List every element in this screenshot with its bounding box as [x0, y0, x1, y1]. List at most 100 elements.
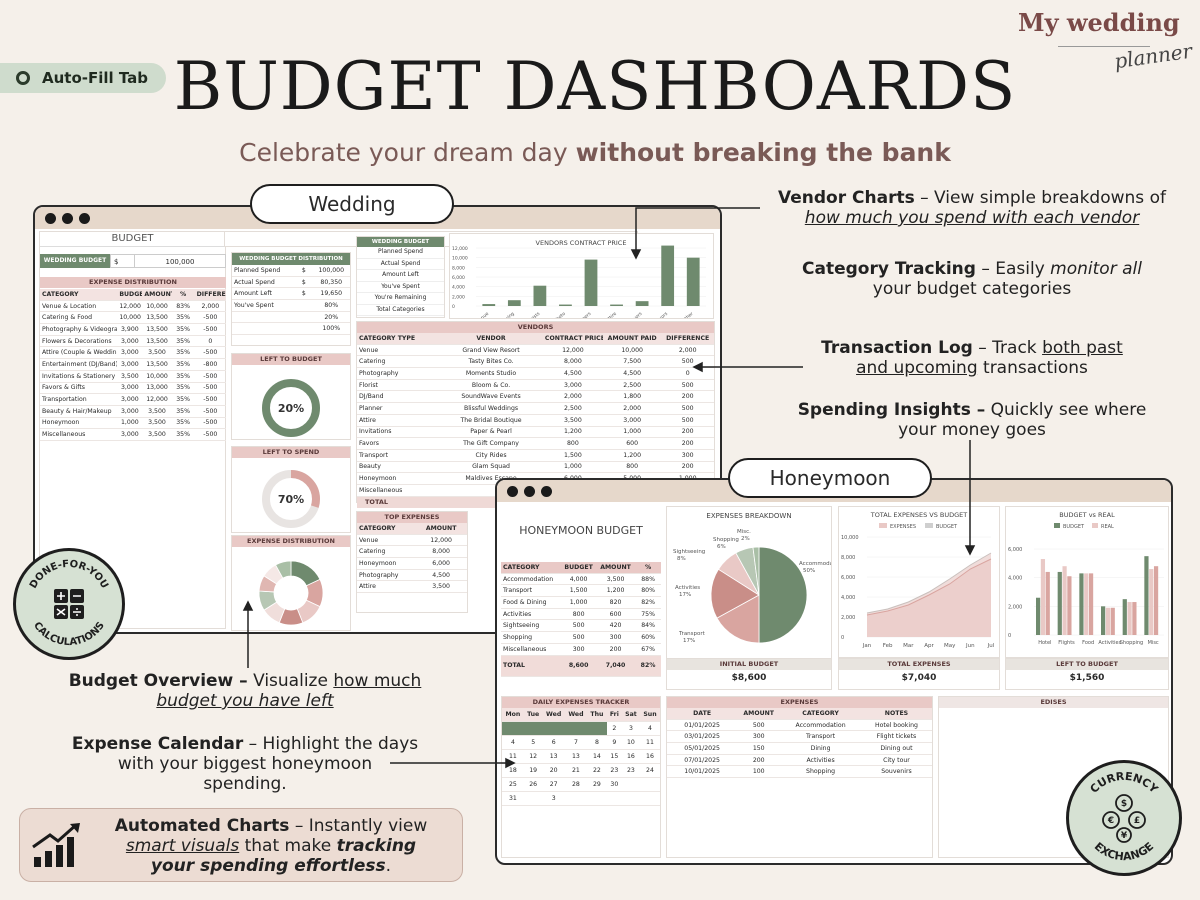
table-cell: Tasty Bites Co.	[439, 355, 543, 369]
x-tick-label: Apr	[924, 643, 934, 649]
pie-pct: 2%	[741, 536, 750, 542]
table-cell[interactable]: Sat	[621, 708, 640, 722]
table-cell[interactable]: 7	[564, 735, 588, 750]
table-cell: $	[295, 265, 313, 277]
table-cell[interactable]: Fri	[606, 708, 622, 722]
summary-item: Actual Spend	[357, 259, 444, 270]
table-row: 4 5 6 7 8 9 10 11	[502, 735, 660, 750]
table-cell[interactable]: 6	[542, 735, 565, 750]
table-cell[interactable]: Thu	[587, 708, 607, 722]
table-cell: 800	[542, 437, 603, 450]
table-cell[interactable]	[587, 791, 607, 806]
table-cell[interactable]: 16	[639, 749, 660, 764]
table-cell: 12,000	[117, 300, 143, 313]
table-cell: Attire (Couple & Wedding Party)	[40, 346, 118, 360]
table-cell[interactable]: 3	[621, 721, 640, 736]
table-cell[interactable]: 31	[502, 791, 524, 806]
table-cell[interactable]: 12	[523, 749, 543, 764]
table-cell: Transportation	[40, 393, 118, 406]
table-cell[interactable]: 8	[587, 735, 607, 750]
table-cell[interactable]: 4	[502, 735, 524, 750]
table-cell: 2,000	[542, 390, 603, 404]
tab-honeymoon[interactable]: Honeymoon	[728, 458, 932, 498]
table-cell[interactable]: 18	[502, 763, 524, 778]
table-cell[interactable]	[639, 791, 660, 806]
table-cell[interactable]: 22	[587, 763, 607, 778]
table-cell[interactable]: 21	[564, 763, 588, 778]
table-cell: Favors	[357, 437, 440, 450]
distribution-panel: WEDDING BUDGET DISTRIBUTION Planned Spen…	[231, 252, 351, 346]
table-cell[interactable]	[587, 721, 607, 736]
table-cell[interactable]	[621, 791, 640, 806]
table-cell[interactable]	[523, 791, 543, 806]
table-row: Venue 12,000	[357, 534, 467, 547]
stamp-right-top: CURRENCY	[1088, 770, 1162, 797]
y-tick-label: 6,000	[1008, 547, 1022, 553]
table-cell[interactable]: Wed	[564, 708, 588, 722]
table-cell	[232, 311, 296, 324]
table-row: Photography & Videography3,90013,50035%-…	[40, 323, 226, 336]
table-cell[interactable]: 9	[606, 735, 622, 750]
table-cell: Venue	[357, 344, 440, 357]
table-cell[interactable]: 11	[639, 735, 660, 750]
tab-wedding[interactable]: Wedding	[250, 184, 454, 224]
table-cell[interactable]: 28	[564, 777, 588, 792]
table-cell: Sightseeing	[501, 619, 562, 633]
table-cell[interactable]: 24	[639, 763, 660, 778]
table-cell[interactable]: 13	[564, 749, 588, 764]
table-cell[interactable]: 23	[621, 763, 640, 778]
table-cell: 35%	[171, 382, 195, 395]
x-tick-label: Mar	[903, 643, 914, 649]
table-cell[interactable]: 30	[606, 777, 622, 792]
table-cell[interactable]: 2	[606, 721, 622, 736]
table-cell[interactable]: Mon	[502, 708, 524, 722]
table-cell[interactable]: Wed	[542, 708, 565, 722]
table-cell: Photography & Videography	[40, 323, 118, 336]
table-cell[interactable]	[502, 721, 524, 736]
table-cell[interactable]: 16	[621, 749, 640, 764]
table-cell: 2,000	[602, 402, 662, 415]
y-tick-label: 2,000	[452, 294, 465, 300]
table-cell[interactable]: Tue	[523, 708, 543, 722]
bar	[1153, 566, 1159, 635]
table-cell[interactable]: 20	[542, 763, 565, 778]
table-cell: 35%	[171, 393, 195, 406]
table-cell[interactable]: 29	[587, 777, 607, 792]
table-cell[interactable]: 26	[523, 777, 543, 792]
table-cell[interactable]	[542, 721, 565, 736]
table-cell[interactable]: 10	[621, 735, 640, 750]
wedding-budget-value[interactable]: 100,000	[135, 254, 226, 268]
table-cell: 1,000	[561, 596, 596, 609]
table-cell: Accommodation	[780, 719, 861, 732]
line-budget	[866, 552, 992, 614]
table-cell: VENDOR	[439, 333, 543, 345]
table-cell[interactable]: 23	[606, 763, 622, 778]
table-cell: CATEGORY	[40, 289, 118, 301]
table-cell[interactable]	[606, 791, 622, 806]
table-cell[interactable]	[621, 777, 640, 792]
table-cell[interactable]: 13	[542, 749, 565, 764]
table-cell: 13,500	[142, 323, 172, 336]
table-cell[interactable]: 4	[639, 721, 660, 736]
table-cell[interactable]	[564, 721, 588, 736]
y-tick-label: 8,000	[452, 265, 465, 271]
table-cell[interactable]: Sun	[639, 708, 660, 722]
annotation-spending: Spending Insights – Quickly see where yo…	[797, 400, 1147, 440]
chart-title: VENDORS CONTRACT PRICE	[536, 239, 627, 247]
left-budget-label: LEFT TO BUDGET	[1006, 659, 1168, 670]
bar	[610, 304, 623, 306]
table-cell[interactable]: 27	[542, 777, 565, 792]
table-cell[interactable]: 25	[502, 777, 524, 792]
table-cell[interactable]	[639, 777, 660, 792]
table-cell: 8,000	[415, 545, 467, 559]
table-cell: -500	[194, 393, 226, 406]
table-cell[interactable]: 14	[587, 749, 607, 764]
table-cell[interactable]: 5	[523, 735, 543, 750]
table-cell[interactable]: 15	[606, 749, 622, 764]
table-cell[interactable]: 19	[523, 763, 543, 778]
left-to-spend-panel: LEFT TO SPEND 70%	[231, 446, 351, 533]
table-cell[interactable]: 3	[542, 791, 565, 806]
table-cell[interactable]	[523, 721, 543, 736]
bar	[1079, 573, 1084, 635]
table-cell[interactable]	[564, 791, 588, 806]
